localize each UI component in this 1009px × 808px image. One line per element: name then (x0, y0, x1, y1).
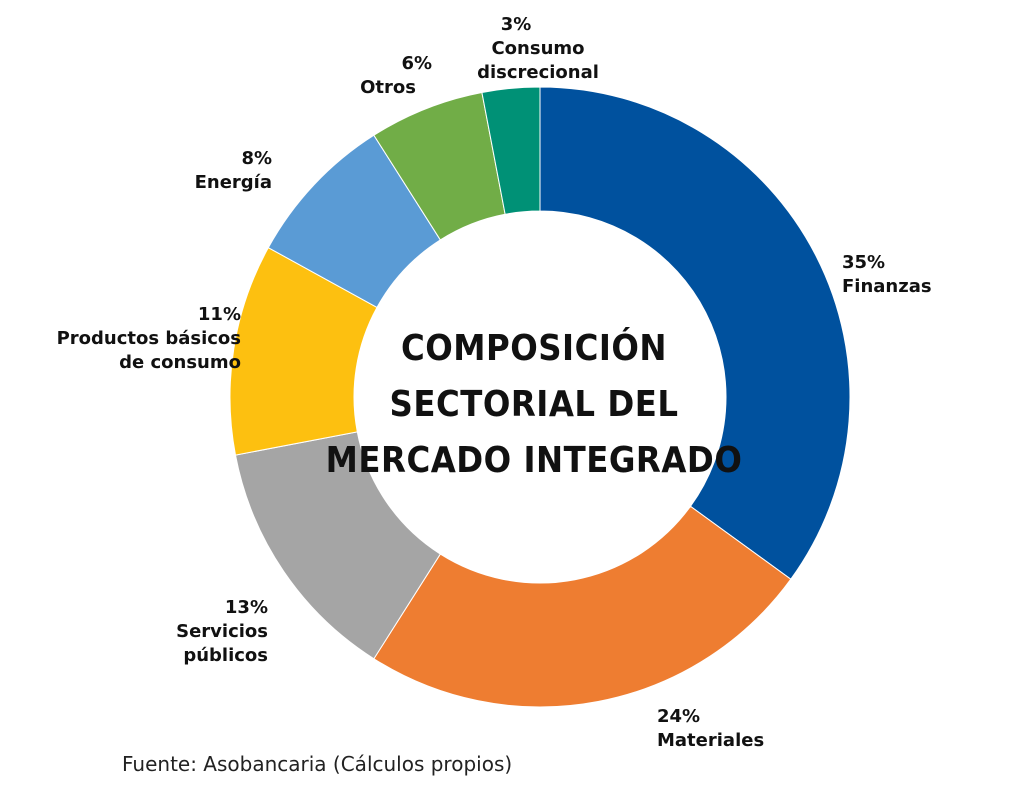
slice-name-finanzas-line-1: Finanzas (842, 276, 932, 297)
slice-name-servicios-publicos-line-1: Servicios (176, 621, 268, 642)
slice-percent-productos-basicos: 11% (198, 304, 241, 325)
slice-percent-energia: 8% (241, 148, 272, 169)
slice-percent-finanzas: 35% (842, 252, 885, 273)
slice-name-consumo-discrecional-line-2: discrecional (477, 62, 599, 83)
slice-name-servicios-publicos-line-2: públicos (183, 645, 268, 666)
slice-percent-otros: 6% (401, 53, 432, 74)
slice-consumo-discrecional (481, 86, 541, 215)
slice-name-productos-basicos-line-1: Productos básicos (57, 328, 241, 349)
donut-slices (229, 86, 851, 708)
slice-percent-servicios-publicos: 13% (225, 597, 268, 618)
slice-name-consumo-discrecional-line-1: Consumo (491, 38, 584, 59)
slice-materiales (373, 505, 792, 708)
slice-percent-materiales: 24% (657, 706, 700, 727)
slice-finanzas (539, 86, 851, 580)
chart-title-line-1: COMPOSICIÓN (401, 327, 667, 369)
chart-title-line-2: SECTORIAL DEL (390, 384, 679, 425)
chart-title: COMPOSICIÓN SECTORIAL DEL MERCADO INTEGR… (326, 327, 743, 481)
slice-percent-consumo-discrecional: 3% (501, 14, 532, 35)
slice-name-otros-line-1: Otros (360, 77, 416, 98)
slice-labels: 35% Finanzas 24% Materiales 13% Servicios públ… (57, 14, 932, 751)
slice-name-materiales-line-1: Materiales (657, 730, 764, 751)
slice-name-energia-line-1: Energía (195, 172, 272, 193)
source-note: Fuente: Asobancaria (Cálculos propios) (122, 752, 513, 776)
slice-name-productos-basicos-line-2: de consumo (119, 352, 241, 373)
chart-title-line-3: MERCADO INTEGRADO (326, 440, 743, 481)
